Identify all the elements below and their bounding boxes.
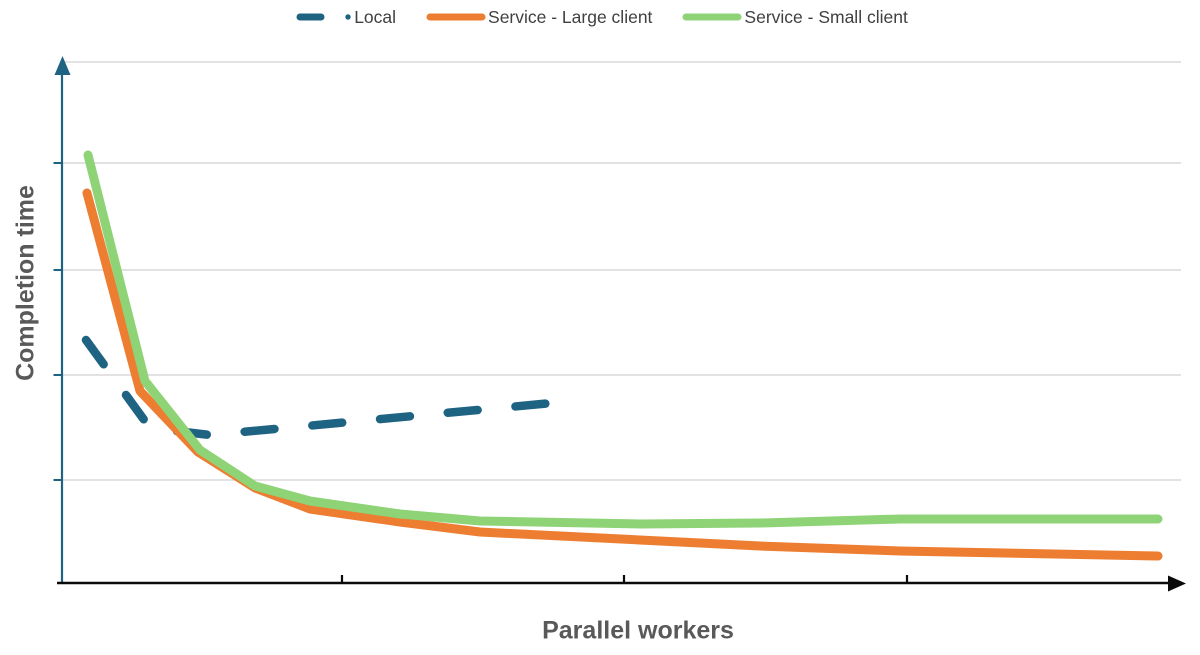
legend-marker-service-small-client [682,13,742,21]
legend-marker-local [296,13,351,21]
y-axis-label: Completion time [11,185,40,381]
series-local [81,335,568,440]
series-service-large-client [82,188,1163,561]
y-axis-arrow-icon [54,56,71,75]
legend-item-service-small-client: Service - Small client [682,6,908,28]
series-service-small-client [83,150,1163,529]
legend-label-service-small-client: Service - Small client [744,6,908,27]
legend-label-service-large-client: Service - Large client [488,6,653,27]
legend-item-local: Local [292,7,396,28]
legend-label-local: Local [354,6,397,27]
legend-item-service-large-client: Service - Large client [426,7,652,28]
x-axis-arrow-icon [1168,575,1186,592]
x-axis-label: Parallel workers [542,616,734,645]
chart-legend: Local Service - Large client Service - S… [0,3,1200,31]
legend-marker-service-large-client [426,13,486,21]
